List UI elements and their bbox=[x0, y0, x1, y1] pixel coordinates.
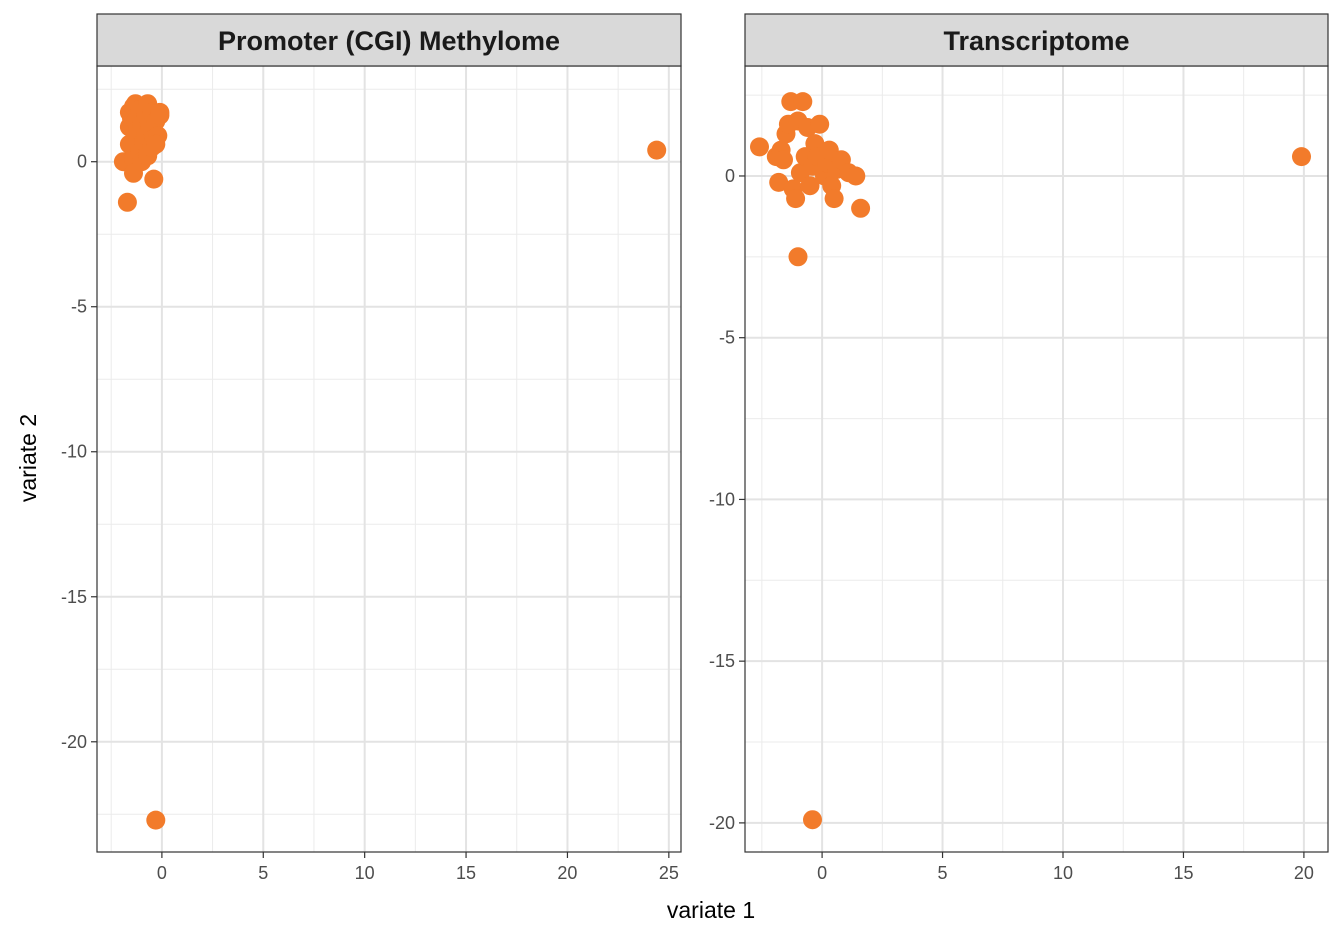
data-point bbox=[647, 140, 667, 160]
data-point bbox=[769, 172, 789, 192]
data-point bbox=[788, 247, 808, 267]
data-point bbox=[750, 137, 769, 157]
data-point bbox=[117, 192, 137, 212]
data-point bbox=[824, 189, 844, 209]
x-tick-label: 5 bbox=[938, 863, 948, 883]
data-point bbox=[851, 198, 871, 218]
data-point bbox=[144, 169, 164, 189]
x-tick-label: 20 bbox=[557, 863, 577, 883]
x-axis-title: variate 1 bbox=[667, 897, 755, 923]
x-tick-label: 20 bbox=[1294, 863, 1314, 883]
x-tick-label: 10 bbox=[1053, 863, 1073, 883]
y-tick-label: -10 bbox=[709, 489, 735, 509]
plot-background bbox=[97, 66, 681, 852]
facet-strip-title: Promoter (CGI) Methylome bbox=[218, 26, 560, 56]
x-tick-label: 10 bbox=[355, 863, 375, 883]
facet-strip bbox=[96, 13, 682, 67]
y-tick-label: -20 bbox=[61, 732, 87, 752]
data-point bbox=[1292, 147, 1311, 167]
facet-panel: Transcriptome 0 5 10 15 20 0 -5 -10 -15 -20 bbox=[709, 13, 1329, 883]
data-point bbox=[150, 105, 170, 125]
facet-strip bbox=[744, 13, 1329, 67]
y-tick-label: 0 bbox=[77, 152, 87, 172]
x-tick-label: 25 bbox=[659, 863, 679, 883]
y-tick-label: 0 bbox=[725, 166, 735, 186]
data-point bbox=[146, 134, 166, 154]
data-point bbox=[786, 189, 806, 209]
data-point bbox=[793, 92, 813, 112]
y-tick-label: -5 bbox=[719, 328, 735, 348]
data-point bbox=[810, 114, 830, 134]
data-point bbox=[846, 166, 866, 186]
x-tick-label: 0 bbox=[817, 863, 827, 883]
x-tick-label: 0 bbox=[157, 863, 167, 883]
y-axis-title: variate 2 bbox=[15, 414, 41, 502]
x-tick-label: 15 bbox=[1173, 863, 1193, 883]
facet-strip-title: Transcriptome bbox=[943, 26, 1129, 56]
y-tick-label: -5 bbox=[71, 297, 87, 317]
y-tick-label: -15 bbox=[709, 651, 735, 671]
y-tick-label: -15 bbox=[61, 587, 87, 607]
data-point bbox=[774, 150, 793, 170]
facet-panel: Promoter (CGI) Methylome 0 5 10 15 20 25 0 -5 -10… bbox=[61, 13, 682, 883]
data-point bbox=[803, 810, 822, 830]
y-tick-label: -20 bbox=[709, 813, 735, 833]
x-tick-label: 5 bbox=[258, 863, 268, 883]
data-point bbox=[800, 176, 820, 196]
x-tick-label: 15 bbox=[456, 863, 476, 883]
y-tick-label: -10 bbox=[61, 442, 87, 462]
data-point bbox=[146, 810, 166, 830]
panels-layer: Promoter (CGI) Methylome 0 5 10 15 20 25 0 -5 -10… bbox=[61, 13, 1329, 883]
